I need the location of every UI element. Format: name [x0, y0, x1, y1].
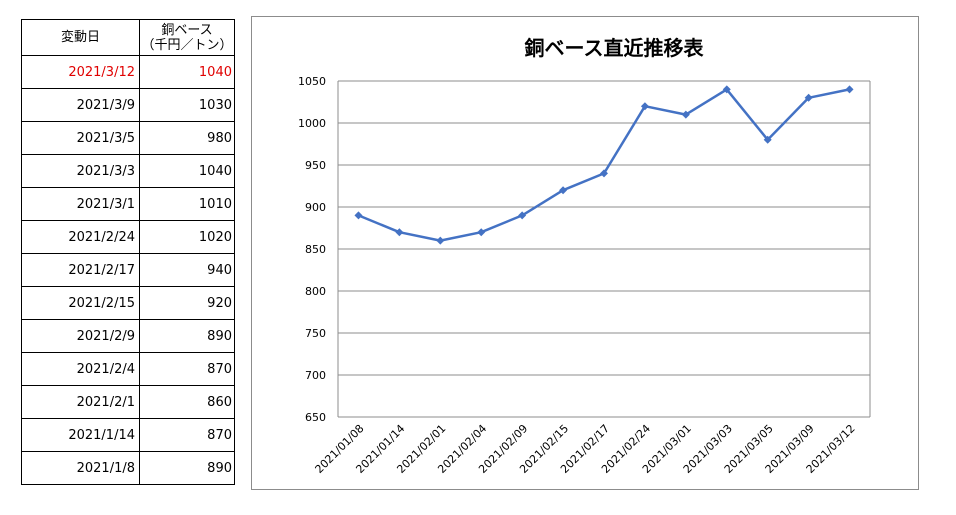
header-date: 変動日 [21, 19, 140, 56]
row-date: 2021/3/1 [21, 187, 140, 221]
table-row: 2021/2/24 1020 [21, 220, 235, 254]
row-value: 860 [139, 385, 235, 419]
row-value: 890 [139, 319, 235, 353]
y-tick-label: 800 [305, 285, 326, 298]
header-value-line1: 銅ベース [161, 22, 213, 38]
row-value: 940 [139, 253, 235, 287]
data-point [763, 135, 772, 144]
row-date: 2021/2/15 [21, 286, 140, 320]
table-row: 2021/2/1 860 [21, 385, 235, 419]
chart-area: 銅ベース直近推移表 650 700 750 800 850 900 950 1000 1050 20… [251, 16, 919, 490]
table-header-row: 変動日 銅ベース （千円／トン） [21, 19, 235, 56]
row-value: 890 [139, 451, 235, 485]
data-point [518, 211, 527, 220]
row-value: 1040 [139, 154, 235, 188]
data-point [477, 228, 486, 237]
row-date: 2021/3/9 [21, 88, 140, 122]
y-tick-label: 950 [305, 159, 326, 172]
y-tick-label: 1000 [298, 117, 326, 130]
row-value: 980 [139, 121, 235, 155]
table-row: 2021/3/9 1030 [21, 88, 235, 122]
data-point [354, 211, 363, 220]
table-body: 2021/3/12 1040 2021/3/9 1030 2021/3/5 980 2021… [21, 55, 235, 485]
y-tick-label: 900 [305, 201, 326, 214]
row-date: 2021/3/3 [21, 154, 140, 188]
row-date: 2021/2/24 [21, 220, 140, 254]
table-row: 2021/1/14 870 [21, 418, 235, 452]
table-row: 2021/3/1 1010 [21, 187, 235, 221]
row-value: 870 [139, 352, 235, 386]
data-point [640, 102, 649, 111]
row-date: 2021/1/14 [21, 418, 140, 452]
row-date: 2021/1/8 [21, 451, 140, 485]
row-value: 1030 [139, 88, 235, 122]
price-table: 変動日 銅ベース （千円／トン） 2021/3/12 1040 2021/3/9 10… [21, 19, 235, 485]
header-value: 銅ベース （千円／トン） [139, 19, 235, 56]
data-point [845, 85, 854, 94]
table-row: 2021/3/5 980 [21, 121, 235, 155]
y-tick-label: 750 [305, 327, 326, 340]
table-row: 2021/1/8 890 [21, 451, 235, 485]
y-tick-label: 700 [305, 369, 326, 382]
table-row: 2021/2/17 940 [21, 253, 235, 287]
table-row: 2021/2/9 890 [21, 319, 235, 353]
table-row: 2021/3/12 1040 [21, 55, 235, 89]
row-value: 1010 [139, 187, 235, 221]
data-point [681, 110, 690, 119]
chart-title: 銅ベース直近推移表 [525, 36, 705, 60]
table-row: 2021/3/3 1040 [21, 154, 235, 188]
y-tick-label: 1050 [298, 75, 326, 88]
row-value: 1020 [139, 220, 235, 254]
data-point [559, 186, 568, 195]
y-tick-label: 650 [305, 411, 326, 424]
row-date: 2021/2/1 [21, 385, 140, 419]
data-point [600, 169, 608, 178]
row-date: 2021/2/4 [21, 352, 140, 386]
row-date: 2021/2/9 [21, 319, 140, 353]
table-row: 2021/2/4 870 [21, 352, 235, 386]
row-date: 2021/2/17 [21, 253, 140, 287]
row-value: 920 [139, 286, 235, 320]
header-value-line2: （千円／トン） [141, 37, 233, 53]
line-chart: 銅ベース直近推移表6507007508008509009501000105020… [298, 36, 871, 476]
data-point [436, 236, 445, 245]
data-point [722, 85, 731, 94]
data-point [395, 228, 404, 237]
row-value: 870 [139, 418, 235, 452]
row-value: 1040 [139, 55, 235, 89]
data-point [804, 93, 813, 102]
y-tick-label: 850 [305, 243, 326, 256]
table-row: 2021/2/15 920 [21, 286, 235, 320]
row-date: 2021/3/5 [21, 121, 140, 155]
row-date: 2021/3/12 [21, 55, 140, 89]
